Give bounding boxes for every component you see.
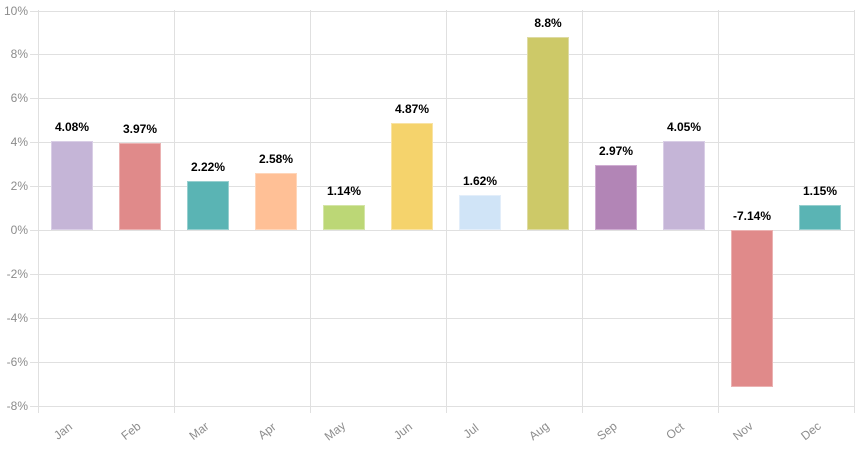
h-gridline (30, 273, 854, 275)
y-axis-tick-label: -8% (6, 398, 28, 413)
bar-value-label: 4.08% (54, 119, 90, 134)
v-gridline (446, 10, 447, 413)
bar[interactable] (731, 230, 773, 387)
h-gridline (30, 54, 854, 56)
h-gridline (30, 10, 854, 12)
h-gridline (30, 317, 854, 319)
bar[interactable] (595, 164, 637, 230)
h-gridline (30, 142, 854, 144)
bar[interactable] (255, 173, 297, 230)
x-axis-tick-label: Nov (730, 418, 756, 444)
x-axis-tick-label: May (321, 418, 349, 444)
bar-value-label: 2.22% (190, 160, 226, 175)
bar-value-label: 1.15% (802, 183, 838, 198)
y-axis-tick-label: -4% (6, 310, 28, 325)
bar-value-label: -7.14% (732, 209, 772, 223)
x-axis-tick-label: Jul (460, 420, 482, 442)
x-axis-tick-label: Jan (51, 419, 75, 443)
bar-value-label: 2.58% (258, 152, 294, 167)
bar[interactable] (459, 194, 501, 230)
h-gridline (30, 405, 854, 407)
v-gridline (718, 10, 719, 413)
bar-value-label: 4.05% (666, 120, 702, 135)
x-axis-tick-label: Oct (663, 419, 687, 443)
y-axis-tick-label: 8% (10, 47, 28, 62)
y-axis-tick-label: -6% (6, 354, 28, 369)
bar[interactable] (527, 36, 569, 230)
bar[interactable] (663, 141, 705, 230)
x-axis-tick-label: Feb (118, 419, 144, 443)
h-gridline (30, 361, 854, 363)
bar-value-label: 2.97% (598, 143, 634, 158)
x-axis-tick-label: Jun (391, 419, 415, 443)
x-axis-tick-label: Apr (255, 419, 279, 443)
y-axis-tick-label: 10% (3, 3, 28, 18)
bar[interactable] (187, 181, 229, 230)
bar[interactable] (323, 205, 365, 230)
bar-value-label: 1.14% (326, 184, 362, 198)
bar[interactable] (799, 204, 841, 230)
v-gridline (310, 10, 311, 413)
y-axis-tick-label: 0% (10, 223, 28, 237)
x-axis-tick-label: Dec (798, 418, 824, 444)
v-gridline (174, 10, 175, 413)
v-gridline (38, 10, 39, 413)
bar-value-label: 1.62% (462, 173, 498, 188)
bar[interactable] (51, 140, 93, 230)
h-gridline (30, 230, 854, 231)
y-axis-tick-label: -2% (6, 266, 28, 281)
h-gridline (30, 98, 854, 100)
bar[interactable] (391, 123, 433, 230)
y-axis-tick-label: 6% (10, 91, 28, 106)
bar[interactable] (119, 142, 161, 230)
v-gridline (854, 10, 855, 413)
y-axis-tick-label: 4% (10, 135, 28, 150)
h-gridline (30, 186, 854, 188)
x-axis-tick-label: Mar (186, 419, 212, 443)
bar-value-label: 4.87% (394, 102, 430, 117)
x-axis-tick-label: Sep (594, 418, 620, 444)
bar-value-label: 8.8% (534, 15, 562, 30)
x-axis-tick-label: Aug (526, 418, 552, 444)
v-gridline (582, 10, 583, 413)
y-axis-tick-label: 2% (10, 179, 28, 194)
bar-value-label: 3.97% (122, 121, 158, 136)
